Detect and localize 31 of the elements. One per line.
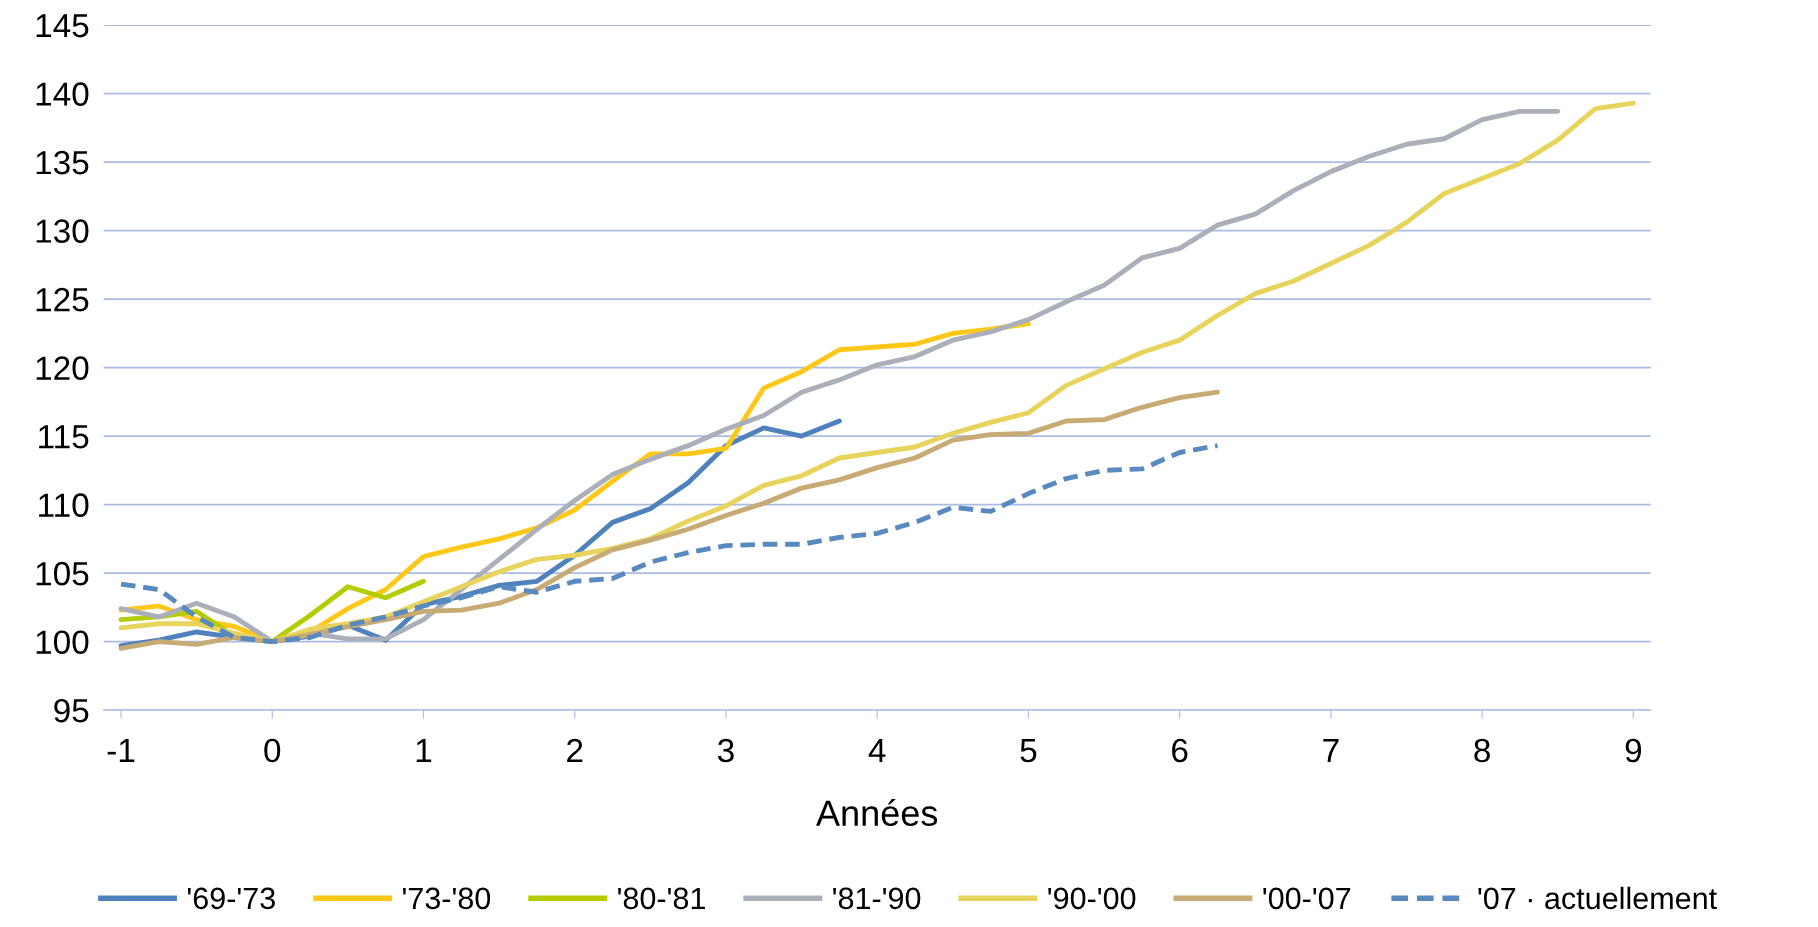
legend-label: '81-'90 — [833, 887, 921, 910]
legend-label: '07 · actuellement — [1478, 886, 1717, 910]
x-tick-label: 7 — [1323, 739, 1339, 763]
legend-label: '73-'80 — [403, 887, 491, 910]
x-tick-label: 0 — [264, 738, 281, 763]
legend-label: '69-'73 — [187, 887, 275, 910]
y-tick-label: 135 — [36, 150, 89, 175]
x-tick-label: 2 — [567, 738, 583, 763]
y-tick-label: 110 — [39, 493, 89, 517]
legend-label: '90-'00 — [1048, 887, 1136, 910]
legend-label: '00-'07 — [1263, 887, 1351, 910]
y-tick-label: 100 — [36, 630, 89, 654]
x-tick-label: 9 — [1625, 738, 1642, 763]
y-tick-label: 95 — [54, 698, 89, 723]
x-tick-label: 1 — [416, 739, 432, 763]
y-tick-label: 120 — [36, 356, 89, 380]
y-tick-label: 105 — [36, 561, 89, 586]
legend-label: '80-'81 — [618, 887, 705, 910]
y-tick-label: 115 — [39, 425, 89, 449]
x-tick-label: 3 — [717, 738, 734, 763]
x-tick-label: -1 — [107, 739, 135, 763]
y-tick-label: 140 — [36, 82, 89, 106]
x-tick-label: 6 — [1172, 738, 1188, 763]
y-tick-label: 145 — [36, 14, 89, 38]
line-series — [118, 389, 1220, 651]
y-tick-label: 125 — [36, 287, 89, 312]
x-tick-label: 4 — [868, 739, 886, 763]
y-tick-label: 130 — [36, 219, 89, 243]
x-tick-label: 8 — [1474, 738, 1490, 763]
x-tick-label: 5 — [1020, 739, 1037, 763]
x-axis-title: Années — [816, 799, 938, 827]
